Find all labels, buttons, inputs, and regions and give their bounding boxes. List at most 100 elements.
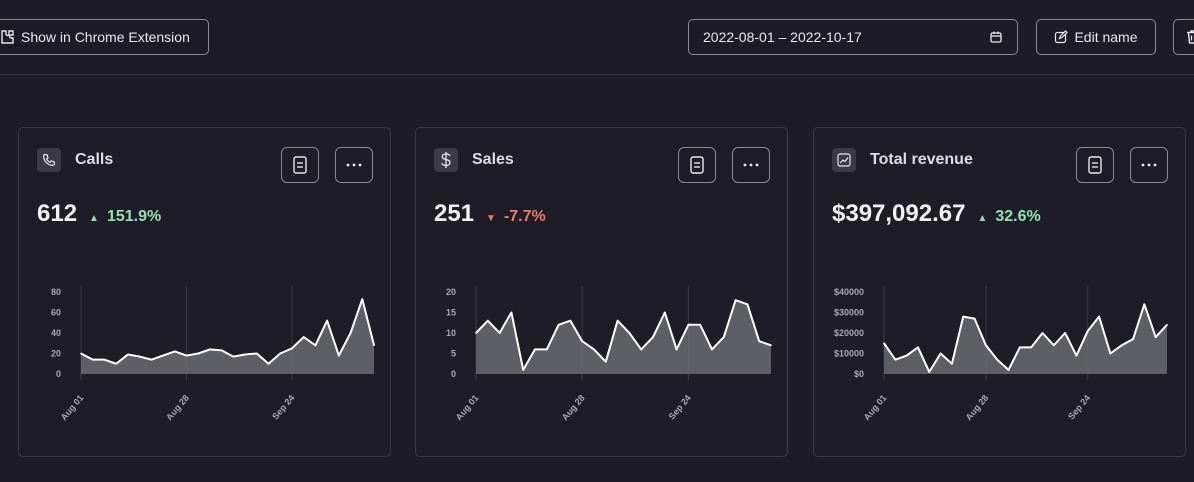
metric-card-calls: Calls 612 ▲ 151.9% Aug 01 Aug 28 Sep 24 0 20…: [18, 127, 391, 457]
data-point: [80, 352, 82, 355]
data-point: [652, 336, 654, 338]
y-tick-label: 0: [451, 369, 456, 379]
y-tick-label: $30000: [834, 308, 864, 318]
data-point: [1098, 315, 1100, 318]
data-point: [1132, 338, 1134, 340]
metric-delta-value: 151.9%: [106, 208, 162, 225]
show-in-chrome-extension-button[interactable]: Show in Chrome Extension: [0, 19, 209, 55]
data-point: [1166, 324, 1168, 326]
data-point: [162, 354, 164, 357]
sales-area-chart: Aug 01 Aug 28 Sep 24 0 5 10 15 20: [446, 286, 772, 422]
more-options-button[interactable]: [732, 147, 770, 183]
show-in-chrome-extension-label: Show in Chrome Extension: [21, 29, 190, 45]
data-point: [115, 362, 117, 365]
data-point: [746, 303, 749, 306]
y-tick-label: $40000: [834, 287, 864, 297]
x-tick-label: Aug 01: [862, 393, 889, 422]
series-line: [883, 303, 1168, 373]
data-point: [883, 342, 885, 345]
data-point: [1154, 336, 1157, 338]
y-tick-label: 40: [51, 328, 61, 338]
dollar-icon: [434, 148, 458, 172]
data-point: [1109, 352, 1112, 355]
data-point: [616, 319, 619, 322]
data-point: [928, 371, 931, 373]
x-tick-label: Sep 24: [270, 393, 296, 422]
more-options-button[interactable]: [335, 147, 373, 183]
data-point: [127, 353, 129, 356]
metric-delta: ▼ -7.7%: [486, 208, 546, 226]
area-fill: [476, 300, 771, 374]
metric-value: 612: [37, 200, 78, 227]
trend-up-icon: ▲: [89, 213, 99, 224]
data-point: [534, 348, 536, 351]
data-point: [1143, 303, 1146, 306]
y-tick-label: 60: [51, 308, 61, 318]
data-point: [487, 319, 489, 322]
date-range-value: 2022-08-01 – 2022-10-17: [703, 29, 862, 45]
data-point: [734, 299, 737, 301]
data-point: [628, 332, 631, 334]
data-point: [557, 324, 560, 326]
data-point: [581, 340, 583, 342]
phone-icon: [37, 148, 61, 172]
notes-button[interactable]: [678, 147, 716, 183]
more-icon: [1141, 163, 1157, 167]
metric-summary: 251 ▼ -7.7%: [434, 200, 546, 228]
delete-button[interactable]: [1173, 19, 1194, 55]
y-tick-label: 20: [51, 349, 61, 359]
metric-delta-value: -7.7%: [503, 208, 546, 225]
data-point: [349, 332, 352, 334]
data-point: [209, 348, 211, 351]
data-point: [291, 347, 293, 350]
y-tick-label: 15: [446, 308, 456, 318]
metric-delta: ▲ 151.9%: [89, 208, 161, 226]
trend-down-icon: ▼: [486, 213, 496, 224]
metric-card-total-revenue: Total revenue $397,092.67 ▲ 32.6% Aug 01…: [813, 127, 1186, 457]
edit-name-label: Edit name: [1074, 29, 1138, 45]
card-header: Total revenue: [832, 148, 973, 172]
data-point: [675, 348, 678, 351]
metric-delta-value: 32.6%: [995, 208, 1041, 225]
data-point: [522, 369, 524, 371]
data-point: [498, 332, 501, 334]
data-point: [546, 348, 548, 351]
document-icon: [1088, 156, 1102, 174]
y-tick-label: 20: [446, 287, 456, 297]
data-point: [605, 360, 607, 363]
data-point: [1030, 346, 1032, 349]
data-point: [314, 344, 317, 347]
data-point: [232, 355, 235, 358]
data-point: [173, 350, 176, 353]
edit-name-button[interactable]: Edit name: [1036, 19, 1156, 55]
metric-summary: $397,092.67 ▲ 32.6%: [832, 200, 1041, 228]
x-tick-label: Aug 01: [454, 393, 481, 422]
more-icon: [346, 163, 362, 167]
data-point: [1120, 344, 1123, 347]
y-tick-label: 0: [56, 369, 61, 379]
data-point: [996, 358, 998, 361]
date-range-picker[interactable]: 2022-08-01 – 2022-10-17: [688, 19, 1018, 55]
notes-button[interactable]: [1076, 147, 1114, 183]
data-point: [1075, 354, 1078, 357]
data-point: [951, 362, 953, 365]
extension-icon: [1, 30, 14, 44]
x-tick-label: Aug 28: [164, 393, 191, 422]
data-point: [770, 344, 772, 347]
metric-summary: 612 ▲ 151.9%: [37, 200, 161, 228]
data-point: [758, 340, 760, 342]
data-point: [138, 355, 141, 358]
data-point: [185, 354, 188, 357]
more-icon: [743, 163, 759, 167]
notes-button[interactable]: [281, 147, 319, 183]
data-point: [103, 358, 106, 361]
data-point: [939, 352, 942, 355]
data-point: [711, 348, 713, 351]
x-tick-label: Aug 01: [59, 393, 86, 422]
more-options-button[interactable]: [1130, 147, 1168, 183]
data-point: [220, 349, 223, 352]
data-point: [593, 348, 595, 351]
data-point: [1086, 330, 1089, 332]
y-tick-label: 80: [51, 287, 61, 297]
area-fill: [81, 299, 374, 374]
